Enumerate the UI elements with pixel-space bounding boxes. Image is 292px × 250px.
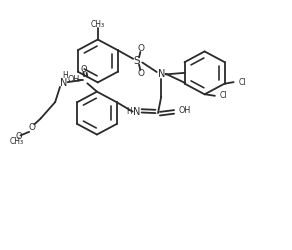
Text: O: O xyxy=(138,44,145,53)
Text: N: N xyxy=(60,78,67,88)
Text: H: H xyxy=(62,71,68,80)
Text: Cl: Cl xyxy=(220,91,227,100)
Text: CH₃: CH₃ xyxy=(10,138,24,146)
Text: S: S xyxy=(134,56,140,66)
Text: O: O xyxy=(138,69,145,78)
Text: OH: OH xyxy=(178,106,190,114)
Text: O: O xyxy=(15,132,22,141)
Text: CH₃: CH₃ xyxy=(91,20,105,28)
Text: O: O xyxy=(81,65,87,74)
Text: N: N xyxy=(133,106,141,117)
Text: Cl: Cl xyxy=(239,78,246,86)
Text: N: N xyxy=(157,69,165,79)
Text: H: H xyxy=(126,107,132,116)
Text: OH: OH xyxy=(67,75,79,84)
Text: O: O xyxy=(28,124,35,132)
